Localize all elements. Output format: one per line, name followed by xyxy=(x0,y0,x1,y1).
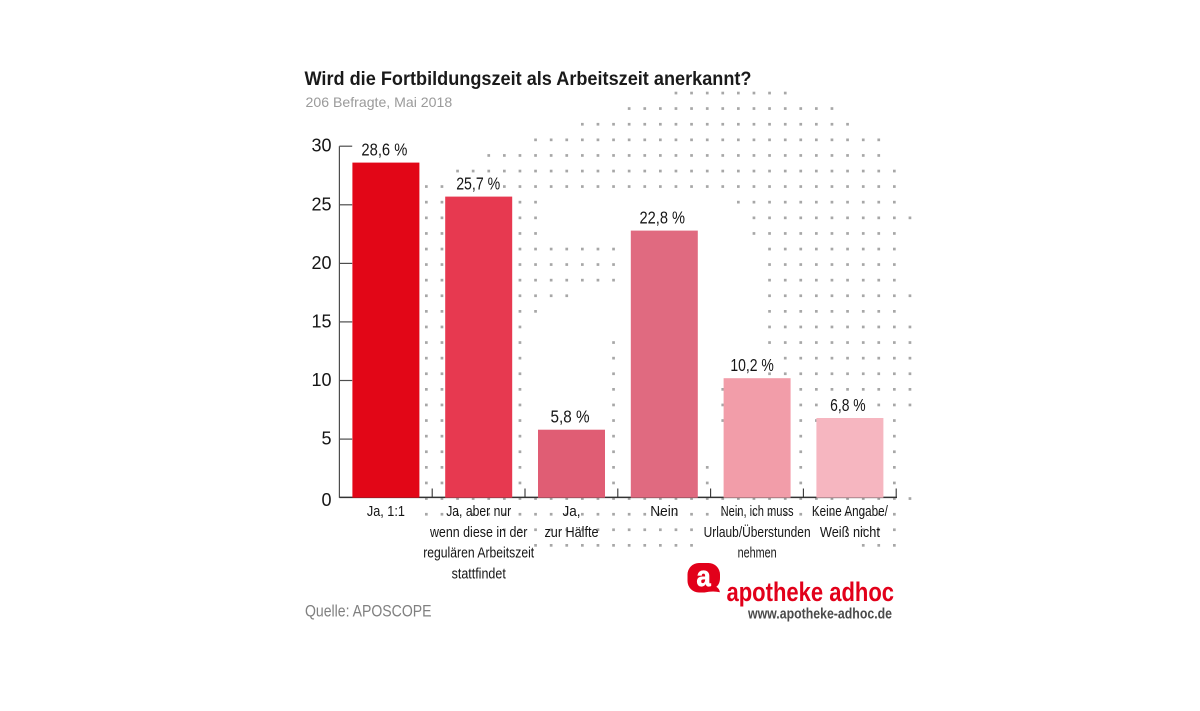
svg-text:25,7 %: 25,7 % xyxy=(456,173,500,193)
svg-text:22,8 %: 22,8 % xyxy=(640,207,686,227)
svg-text:10,2 %: 10,2 % xyxy=(730,355,774,375)
svg-text:Ja, aber nur: Ja, aber nur xyxy=(446,503,511,520)
svg-text:Ja, 1:1: Ja, 1:1 xyxy=(367,503,405,520)
svg-text:zur Hälfte: zur Hälfte xyxy=(545,524,599,541)
svg-text:nehmen: nehmen xyxy=(738,545,777,562)
svg-text:Urlaub/Überstunden: Urlaub/Überstunden xyxy=(704,523,811,541)
svg-text:5,8 %: 5,8 % xyxy=(551,407,590,427)
svg-text:5: 5 xyxy=(321,429,331,449)
svg-text:206 Befragte, Mai 2018: 206 Befragte, Mai 2018 xyxy=(306,94,453,110)
svg-text:25: 25 xyxy=(311,194,331,214)
svg-text:20: 20 xyxy=(311,253,331,273)
svg-text:6,8 %: 6,8 % xyxy=(830,395,866,415)
svg-text:Quelle: APOSCOPE: Quelle: APOSCOPE xyxy=(305,603,432,621)
svg-text:0: 0 xyxy=(321,490,331,510)
svg-text:30: 30 xyxy=(311,136,331,156)
svg-text:wenn diese in der: wenn diese in der xyxy=(429,524,527,541)
svg-text:stattfindet: stattfindet xyxy=(452,565,507,582)
svg-text:Ja,: Ja, xyxy=(563,503,581,520)
svg-text:www.apotheke-adhoc.de: www.apotheke-adhoc.de xyxy=(747,607,892,623)
svg-text:Keine Angabe/: Keine Angabe/ xyxy=(812,503,889,520)
svg-text:apotheke adhoc: apotheke adhoc xyxy=(727,577,895,607)
svg-text:a: a xyxy=(697,561,712,593)
svg-text:Nein: Nein xyxy=(650,503,678,520)
svg-text:28,6 %: 28,6 % xyxy=(361,139,407,159)
svg-text:Weiß nicht: Weiß nicht xyxy=(820,524,881,541)
svg-text:regulären Arbeitszeit: regulären Arbeitszeit xyxy=(423,545,535,562)
svg-text:Nein, ich muss: Nein, ich muss xyxy=(721,503,794,520)
svg-text:Wird die Fortbildungszeit als: Wird die Fortbildungszeit als Arbeitszei… xyxy=(305,68,752,90)
svg-text:15: 15 xyxy=(311,311,331,331)
svg-text:10: 10 xyxy=(311,370,331,390)
